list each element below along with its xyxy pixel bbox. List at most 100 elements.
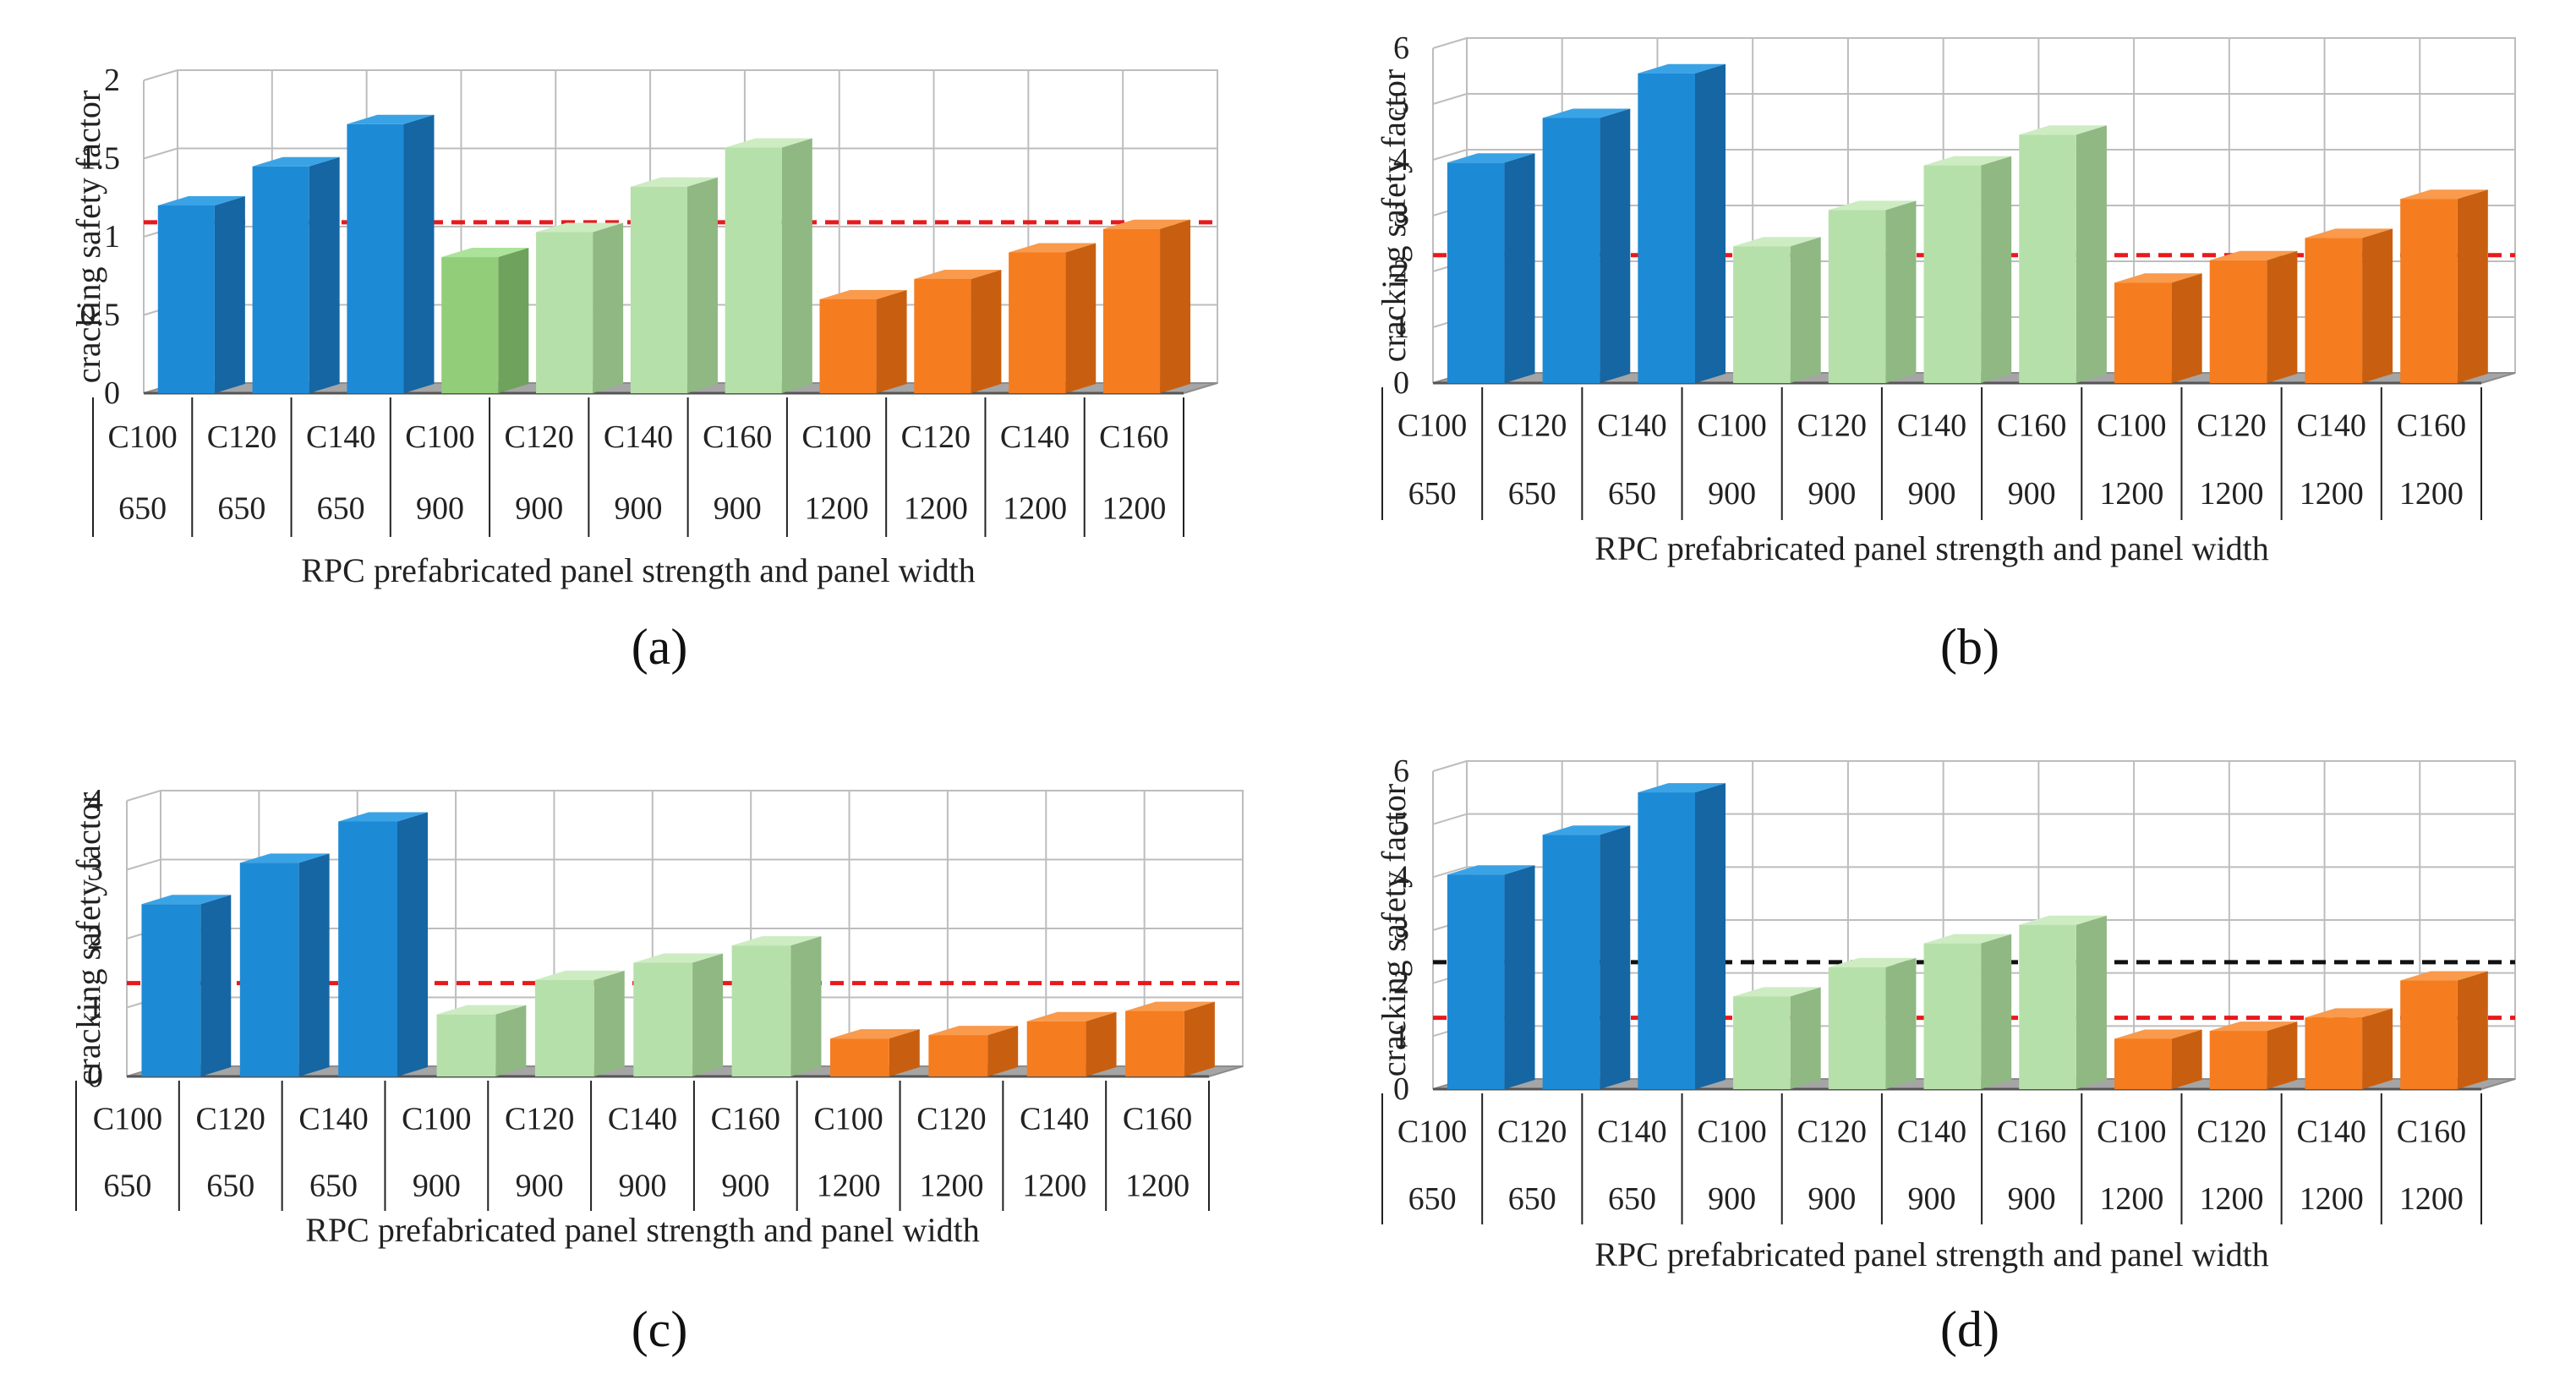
bar-9 (914, 269, 1002, 393)
x-tick-label-width: 1200 (2099, 1181, 2163, 1217)
y-tick-label: 1 (104, 219, 120, 255)
x-tick-label-width: 1200 (919, 1169, 983, 1204)
bar-top (1102, 219, 1191, 229)
bar-side (403, 114, 435, 394)
x-tick-label-width: 900 (516, 1169, 564, 1204)
x-tick-label-width: 1200 (2200, 1181, 2264, 1217)
bar-side (309, 156, 340, 393)
bar-top (1026, 1011, 1117, 1021)
x-tick-label-width: 900 (1708, 1181, 1756, 1217)
bar-1 (157, 196, 245, 393)
gridline-side (1432, 149, 1468, 161)
y-tick-label: 0.5 (80, 298, 121, 333)
x-tick-label-width: 1200 (2399, 1181, 2464, 1217)
bar-side (1086, 1011, 1117, 1076)
bar-top (1733, 987, 1821, 997)
bar-9 (2209, 250, 2298, 383)
bar-8 (819, 290, 907, 393)
bar-top (436, 1005, 527, 1015)
bar-top (252, 156, 340, 167)
x-tick-label-width: 1200 (805, 491, 869, 527)
y-tick-label: 5 (1393, 807, 1409, 842)
bar-5 (1828, 200, 1917, 383)
x-tick-label-width: 650 (1608, 1181, 1656, 1217)
x-axis-label: RPC prefabricated panel strength and pan… (305, 1211, 980, 1249)
bar-front (1923, 165, 1982, 383)
bar-top (534, 970, 625, 980)
bar-10 (1009, 243, 1097, 393)
y-tick-label: 2 (1393, 254, 1409, 289)
x-tick-label-width: 1200 (2399, 476, 2464, 512)
panel-label: (d) (1940, 1301, 1999, 1357)
bar-side (1600, 108, 1631, 383)
y-tick-label: 1.5 (80, 141, 121, 177)
x-tick-label-width: 900 (714, 491, 762, 527)
bar-side (2076, 915, 2107, 1089)
bar-top (239, 853, 330, 863)
bar-side (2267, 1021, 2298, 1089)
bar-side (2171, 273, 2202, 383)
x-tick-label-strength: C120 (505, 419, 574, 455)
x-tick-label-strength: C160 (2397, 1114, 2466, 1150)
bar-front (2400, 980, 2458, 1089)
bar-side (781, 138, 812, 394)
bar-side (1065, 243, 1097, 393)
panel-label: (b) (1940, 619, 1999, 675)
bar-front (141, 904, 201, 1076)
x-tick-label-strength: C100 (93, 1102, 162, 1137)
x-tick-label-strength: C140 (608, 1102, 677, 1137)
bar-side (2171, 1029, 2202, 1089)
bar-front (1638, 792, 1695, 1089)
bar-side (397, 812, 428, 1076)
x-tick-label-width: 900 (721, 1169, 769, 1204)
bar-front (2400, 199, 2458, 383)
x-tick-label-strength: C100 (1397, 1114, 1467, 1150)
bar-top (2305, 1008, 2393, 1018)
bar-4 (441, 248, 529, 393)
bar-front (252, 166, 309, 393)
x-tick-label-width: 900 (416, 491, 464, 527)
x-tick-label-strength: C100 (402, 1102, 471, 1137)
bar-1 (141, 895, 232, 1076)
bar-7 (2019, 125, 2107, 384)
bar-front (633, 962, 693, 1076)
bar-front (1923, 943, 1982, 1089)
x-tick-label-width: 900 (2008, 476, 2056, 512)
x-tick-label-width: 650 (206, 1169, 254, 1204)
y-axis-label: cracking safety factor (69, 792, 107, 1085)
x-tick-label-strength: C120 (1797, 1114, 1867, 1150)
bar-front (630, 186, 687, 393)
bar-front (2114, 1038, 2172, 1089)
gridline-side (1432, 866, 1468, 879)
bar-side (876, 290, 907, 393)
bar-side (2457, 971, 2488, 1089)
bar-side (987, 1026, 1019, 1076)
bar-front (1102, 228, 1161, 393)
bar-top (2114, 1029, 2202, 1039)
y-tick-label: 0 (1393, 1071, 1409, 1107)
y-tick-label: 0 (87, 1059, 103, 1094)
x-tick-label-width: 900 (1808, 476, 1856, 512)
bar-front (338, 821, 397, 1076)
bar-side (1981, 156, 2012, 383)
panel-label: (a) (632, 619, 688, 675)
y-tick-label: 1 (1393, 309, 1409, 345)
x-tick-label-width: 900 (1908, 476, 1956, 512)
x-tick-label-width: 1200 (2200, 476, 2264, 512)
bar-side (686, 177, 718, 393)
bar-front (1638, 73, 1695, 383)
x-tick-label-width: 900 (413, 1169, 461, 1204)
bar-5 (536, 222, 624, 393)
x-tick-label-strength: C160 (1997, 1114, 2066, 1150)
y-tick-label: 6 (1393, 30, 1409, 66)
bar-front (1733, 246, 1791, 383)
bar-side (2267, 250, 2298, 383)
x-tick-label-width: 900 (515, 491, 563, 527)
bar-top (1733, 237, 1821, 247)
x-tick-label-width: 900 (619, 1169, 667, 1204)
x-tick-label-width: 650 (1608, 476, 1656, 512)
bar-1 (1447, 153, 1535, 384)
gridline-side (143, 69, 178, 81)
x-tick-label-width: 900 (1808, 1181, 1856, 1217)
